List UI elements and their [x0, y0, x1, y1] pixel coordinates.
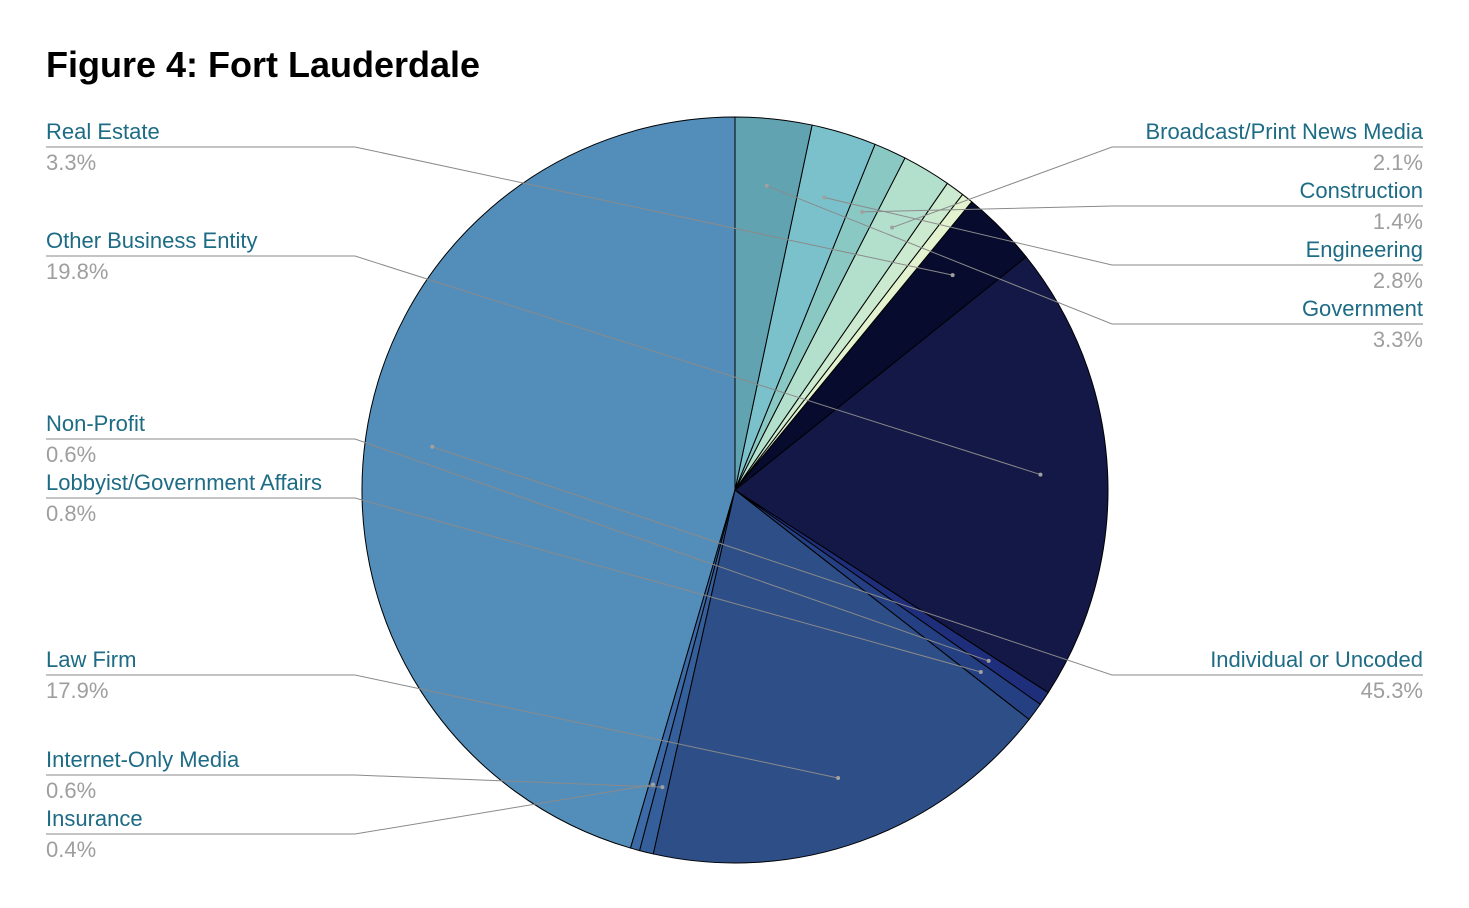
label-government: Government [1302, 296, 1423, 321]
pie-callouts: Individual or Uncoded 45.3% Insurance 0.4% I… [46, 119, 1424, 862]
leader-line-individual-or-uncoded [432, 446, 1423, 676]
slice-other-business-entity [734, 256, 1109, 694]
value-internet-only-media: 0.6% [46, 778, 96, 803]
value-government: 3.3% [1373, 327, 1423, 352]
value-real-estate: 3.3% [46, 150, 96, 175]
leader-line-non-profit [46, 438, 989, 662]
leader-dot-real-estate [950, 273, 955, 278]
leader-dot-non-profit [986, 658, 991, 663]
label-engineering: Engineering [1306, 237, 1423, 262]
label-other-business-entity: Other Business Entity [46, 228, 258, 253]
leader-line-real-estate [46, 146, 953, 276]
label-real-estate: Real Estate [46, 119, 160, 144]
label-construction: Construction [1299, 178, 1423, 203]
leader-line-lobbyist-government-affairs [46, 497, 981, 673]
pie-slices [361, 116, 1109, 864]
leader-line-internet-only-media [46, 774, 663, 788]
leader-line-insurance [46, 784, 654, 835]
leader-dot-law-firm [836, 775, 841, 780]
leader-dot-other-business-entity [1038, 472, 1043, 477]
leader-dot-engineering [822, 195, 827, 200]
label-internet-only-media: Internet-Only Media [46, 747, 240, 772]
label-lobbyist-government-affairs: Lobbyist/Government Affairs [46, 470, 322, 495]
leader-line-other-business-entity [46, 255, 1041, 476]
value-construction: 1.4% [1373, 209, 1423, 234]
label-insurance: Insurance [46, 806, 143, 831]
value-law-firm: 17.9% [46, 678, 108, 703]
slice-government [734, 116, 813, 491]
value-lobbyist-government-affairs: 0.8% [46, 501, 96, 526]
leader-line-broadcast-print-news-media [891, 146, 1423, 229]
slice-individual-or-uncoded [361, 116, 736, 849]
leader-dot-lobbyist-government-affairs [978, 669, 983, 674]
value-individual-or-uncoded: 45.3% [1361, 678, 1423, 703]
leader-dot-internet-only-media [660, 785, 665, 790]
leader-dot-government [764, 183, 769, 188]
value-engineering: 2.8% [1373, 268, 1423, 293]
leader-line-engineering [824, 196, 1423, 266]
chart-title: Figure 4: Fort Lauderdale [46, 44, 481, 85]
leader-dot-construction [860, 209, 865, 214]
leader-dot-broadcast-print-news-media [890, 225, 895, 230]
label-non-profit: Non-Profit [46, 411, 145, 436]
leader-line-law-firm [46, 674, 839, 779]
slice-law-firm [652, 489, 1030, 864]
value-non-profit: 0.6% [46, 442, 96, 467]
leader-line-government [766, 185, 1423, 325]
label-broadcast-print-news-media: Broadcast/Print News Media [1145, 119, 1423, 144]
label-law-firm: Law Firm [46, 647, 136, 672]
value-broadcast-print-news-media: 2.1% [1373, 150, 1423, 175]
leader-dot-insurance [651, 782, 656, 787]
leader-line-construction [862, 205, 1423, 213]
leader-dot-individual-or-uncoded [430, 444, 435, 449]
value-insurance: 0.4% [46, 837, 96, 862]
label-individual-or-uncoded: Individual or Uncoded [1210, 647, 1423, 672]
value-other-business-entity: 19.8% [46, 259, 108, 284]
